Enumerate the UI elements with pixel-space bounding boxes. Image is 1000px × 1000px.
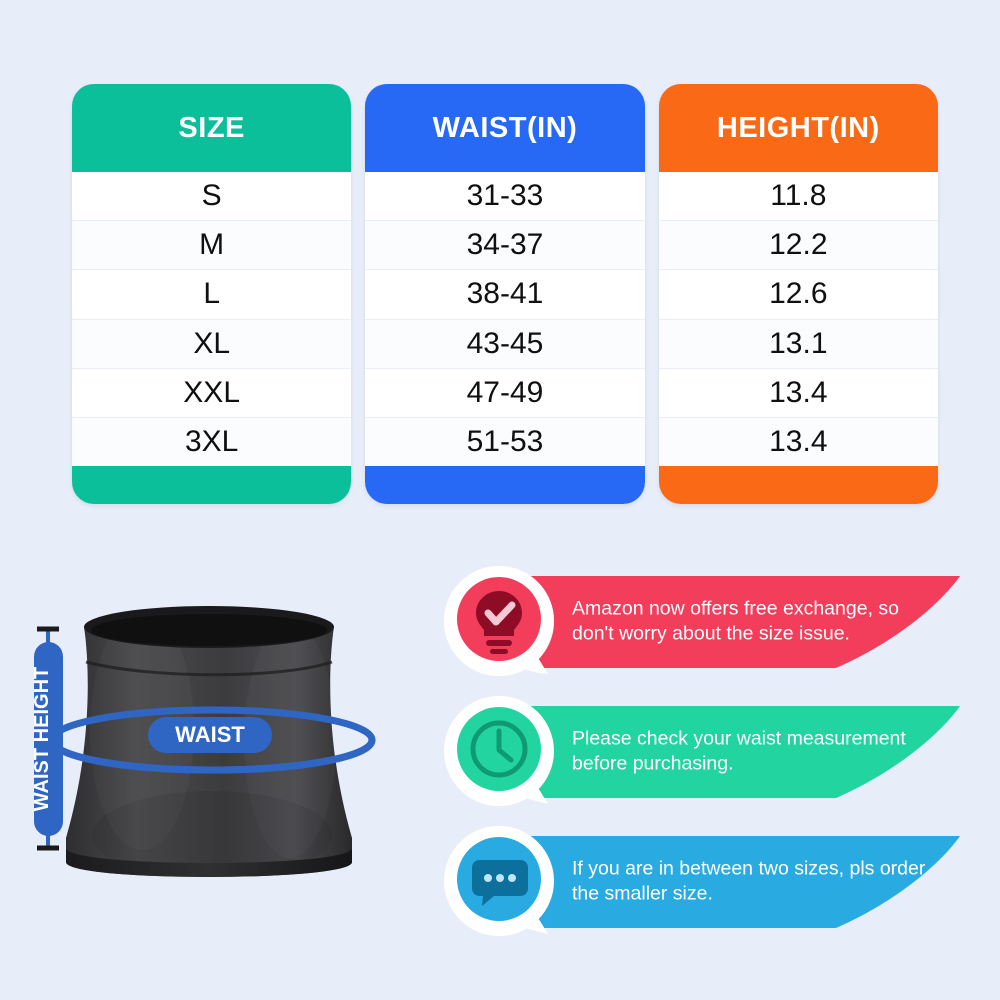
tip-banner-text: If you are in between two sizes, pls ord… bbox=[572, 857, 926, 905]
table-cell-height: 13.4 bbox=[658, 417, 938, 467]
tip-banner-shape bbox=[506, 576, 960, 668]
tip-banner-measure: Please check your waist measurement befo… bbox=[440, 692, 960, 812]
table-cell-size: S bbox=[72, 172, 352, 222]
table-column-height: HEIGHT(IN) 11.8 12.2 12.6 13.1 13.4 13.4 bbox=[658, 84, 938, 504]
table-cell-height: 12.2 bbox=[658, 221, 938, 271]
waist-ring-front bbox=[48, 736, 376, 774]
waist-label-text: WAIST bbox=[175, 722, 245, 747]
column-header-height: HEIGHT(IN) bbox=[658, 84, 938, 172]
table-cell-height: 12.6 bbox=[658, 270, 938, 320]
column-header-waist: WAIST(IN) bbox=[365, 84, 645, 172]
lightbulb-check-icon bbox=[443, 566, 554, 676]
table-cell-waist: 38-41 bbox=[365, 270, 645, 320]
tip-banner-shape bbox=[506, 836, 960, 928]
table-cell-waist: 51-53 bbox=[365, 417, 645, 467]
table-column-waist: WAIST(IN) 31-33 34-37 38-41 43-45 47-49 … bbox=[365, 84, 645, 504]
table-cell-size: M bbox=[72, 221, 352, 271]
waist-height-measure: WAIST HEIGHT bbox=[31, 626, 63, 851]
tip-banner-exchange: Amazon now offers free exchange, so don'… bbox=[440, 562, 960, 682]
tip-banner-shape bbox=[506, 706, 960, 798]
table-cell-size: XL bbox=[72, 319, 352, 369]
table-cell-waist: 47-49 bbox=[365, 368, 645, 418]
waist-height-label-text: WAIST HEIGHT bbox=[31, 667, 53, 811]
table-cell-height: 13.1 bbox=[658, 319, 938, 369]
column-footer-size bbox=[72, 466, 352, 504]
column-header-size: SIZE bbox=[72, 84, 352, 172]
table-cell-size: XXL bbox=[72, 368, 352, 418]
waist-label-pill: WAIST bbox=[148, 717, 272, 753]
column-footer-waist bbox=[365, 466, 645, 504]
column-body-waist: 31-33 34-37 38-41 43-45 47-49 51-53 bbox=[365, 172, 645, 467]
size-chart-table: SIZE S M L XL XXL 3XL WAIST(IN) 31-33 34… bbox=[72, 84, 938, 504]
table-cell-size: L bbox=[72, 270, 352, 320]
tip-banner-text: Please check your waist measurement befo… bbox=[572, 727, 906, 775]
table-cell-height: 11.8 bbox=[658, 172, 938, 222]
waist-trainer-illustration: WAIST WAIST HEIGHT bbox=[31, 606, 376, 877]
table-cell-waist: 34-37 bbox=[365, 221, 645, 271]
tip-banner-between-sizes: If you are in between two sizes, pls ord… bbox=[440, 822, 960, 942]
table-cell-waist: 31-33 bbox=[365, 172, 645, 222]
table-cell-size: 3XL bbox=[72, 417, 352, 467]
tip-banner-text: Amazon now offers free exchange, so don'… bbox=[572, 597, 899, 645]
column-body-size: S M L XL XXL 3XL bbox=[72, 172, 352, 467]
table-cell-height: 13.4 bbox=[658, 368, 938, 418]
product-measurement-figure: WAIST WAIST HEIGHT bbox=[22, 580, 422, 960]
table-column-size: SIZE S M L XL XXL 3XL bbox=[72, 84, 352, 504]
clock-icon bbox=[444, 696, 554, 806]
column-footer-height bbox=[658, 466, 938, 504]
chat-bubble-icon bbox=[444, 826, 554, 936]
table-cell-waist: 43-45 bbox=[365, 319, 645, 369]
belt-opening bbox=[84, 606, 334, 648]
column-body-height: 11.8 12.2 12.6 13.1 13.4 13.4 bbox=[658, 172, 938, 467]
